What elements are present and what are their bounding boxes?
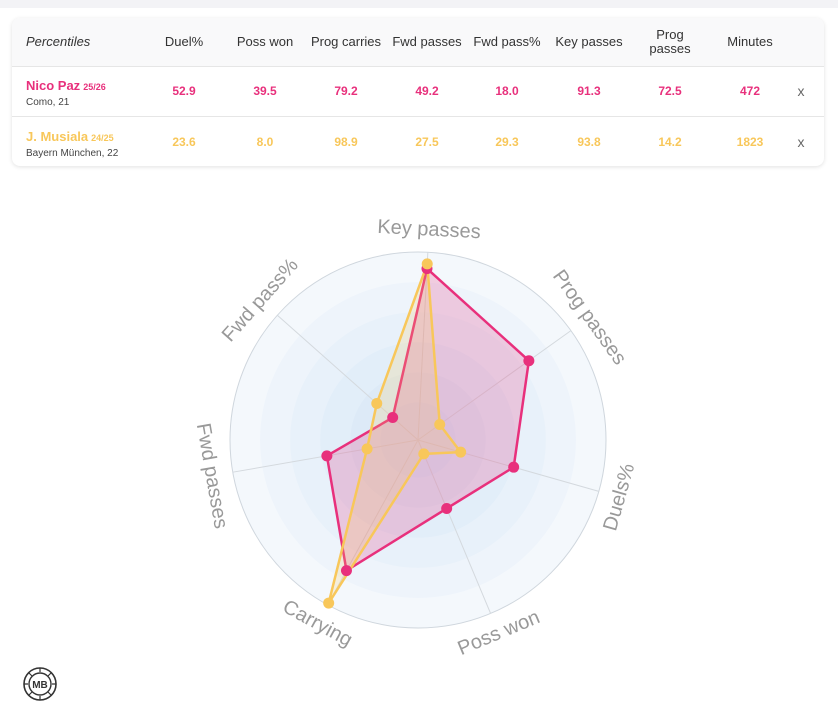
data-point <box>371 397 383 409</box>
data-point <box>508 461 520 473</box>
data-point <box>323 597 335 609</box>
logo-text: MB <box>32 680 48 691</box>
remove-player-button[interactable]: x <box>797 83 805 99</box>
col-prog-carries: Prog carries <box>310 34 382 49</box>
axis-label: Key passes <box>377 216 481 243</box>
fwd-passes-value: 49.2 <box>415 84 439 98</box>
grid-spoke <box>417 252 429 441</box>
axis-label: Fwd passes <box>192 421 232 530</box>
poss-won-value: 8.0 <box>256 134 274 149</box>
data-point <box>340 565 352 577</box>
poss-won-value: 39.5 <box>253 84 277 98</box>
table-row: J. Musiala 24/25 Bayern München, 22 23.6 … <box>12 117 824 166</box>
col-key-passes: Key passes <box>555 34 623 49</box>
top-strip <box>0 0 838 8</box>
duel-pct-value: 23.6 <box>172 134 196 149</box>
prog-passes-value: 14.2 <box>658 134 682 149</box>
player-name: J. Musiala <box>26 129 89 144</box>
minutes-value: 472 <box>739 84 761 98</box>
col-minutes: Minutes <box>727 34 773 49</box>
key-passes-value: 91.3 <box>577 84 601 98</box>
col-fwd-pass-pct: Fwd pass% <box>473 34 541 49</box>
series-area <box>327 262 462 605</box>
player-season: 25/26 <box>83 82 106 92</box>
mb-logo-icon: MB <box>23 667 57 701</box>
grid-spoke <box>327 439 419 606</box>
player-club: Como, 21 <box>26 97 70 108</box>
grid-spoke <box>417 439 492 614</box>
col-prog-passes: Prog passes <box>649 27 691 56</box>
axis-label: Duels% <box>599 461 639 534</box>
prog-carries-value: 98.9 <box>334 134 358 149</box>
data-point <box>321 450 333 462</box>
player-season: 24/25 <box>91 133 114 143</box>
col-poss-won: Poss won <box>236 34 294 49</box>
player-info: J. Musiala 24/25 Bayern München, 22 <box>26 128 118 159</box>
key-passes-value: 93.8 <box>577 134 601 149</box>
col-duel-pct: Duel% <box>164 34 204 49</box>
data-point <box>523 355 535 367</box>
data-point <box>434 418 446 430</box>
fwd-pass-pct-value: 18.0 <box>495 84 519 98</box>
fwd-passes-value: 27.5 <box>415 134 439 149</box>
minutes-value: 1823 <box>736 134 764 149</box>
player-club: Bayern München, 22 <box>26 148 119 159</box>
header-percentiles: Percentiles <box>26 34 91 49</box>
player-info: Nico Paz 25/26 Como, 21 <box>26 77 106 108</box>
data-point <box>455 446 467 458</box>
fwd-pass-pct-value: 29.3 <box>495 134 519 149</box>
data-point <box>361 443 373 455</box>
series-area <box>325 267 531 572</box>
data-point <box>418 448 430 460</box>
duel-pct-value: 52.9 <box>172 84 196 98</box>
percentiles-table: Percentiles Duel% Poss won Prog carries … <box>12 18 824 166</box>
data-point <box>421 258 433 270</box>
remove-player-button[interactable]: x <box>797 133 805 150</box>
col-fwd-passes: Fwd passes <box>392 34 462 49</box>
data-point <box>441 503 453 515</box>
player-name: Nico Paz <box>26 78 81 93</box>
data-point <box>387 412 399 424</box>
prog-carries-value: 79.2 <box>334 84 358 98</box>
table-row: Nico Paz 25/26 Como, 21 52.9 39.5 79.2 49… <box>12 66 824 117</box>
prog-passes-value: 72.5 <box>658 84 682 98</box>
table-header: Percentiles Duel% Poss won Prog carries … <box>12 18 824 67</box>
